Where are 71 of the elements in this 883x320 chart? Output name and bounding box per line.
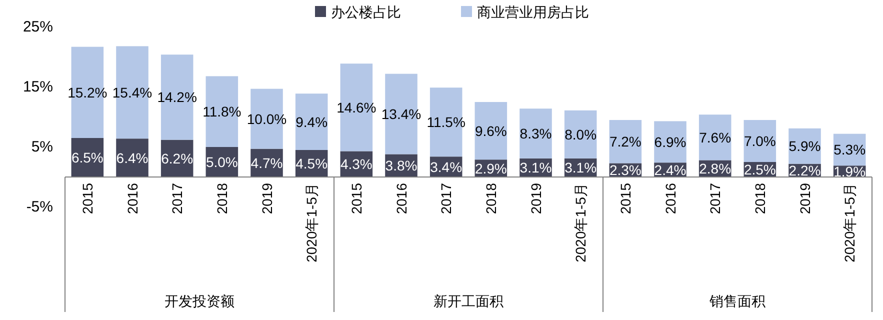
data-label: 2.4%: [654, 162, 686, 178]
data-label: 1.9%: [834, 163, 866, 180]
data-label: 4.7%: [250, 154, 283, 171]
y-tick-label: 25%: [22, 18, 53, 36]
data-label: 2.3%: [609, 162, 642, 178]
data-label: 8.3%: [520, 126, 552, 142]
data-label: 6.5%: [71, 150, 104, 166]
data-label: 7.6%: [699, 129, 732, 146]
bar: [654, 121, 686, 163]
text: 新开工面积: [434, 293, 504, 309]
x-tick-label: 2017: [169, 182, 186, 214]
data-label: 3.1%: [520, 160, 552, 176]
data-label: 11.8%: [202, 104, 242, 120]
data-label: 6.4%: [116, 150, 148, 166]
data-label: 9.4%: [296, 114, 328, 130]
data-label: 7.2%: [609, 134, 642, 150]
data-label: 3.4%: [430, 158, 462, 175]
data-label: 2.8%: [699, 160, 732, 177]
bar: [564, 110, 597, 158]
data-label: 14.6%: [336, 99, 376, 116]
x-tick-label: 2015: [79, 182, 96, 214]
data-label: 11.5%: [426, 114, 466, 130]
bar: [609, 120, 642, 164]
x-tick-label: 2018: [482, 182, 499, 214]
bar: [744, 120, 776, 162]
text: 销售面积: [708, 293, 766, 309]
y-tick-label: 15%: [22, 78, 53, 96]
x-tick-label: 2016: [393, 182, 410, 214]
data-label: 5.3%: [834, 142, 866, 158]
y-tick-label: -5%: [26, 198, 53, 216]
data-label: 8.0%: [564, 126, 597, 142]
x-tick-label: 2018: [752, 182, 768, 214]
x-tick-label: 2017: [438, 182, 454, 214]
data-label: 6.9%: [654, 134, 686, 150]
data-label: 15.2%: [68, 84, 108, 100]
data-label: 3.1%: [564, 160, 597, 176]
bar: [295, 94, 328, 150]
x-tick-label: 2018: [214, 182, 230, 214]
data-label: 4.5%: [296, 156, 328, 172]
data-label: 9.6%: [474, 122, 507, 139]
data-label: 7.0%: [744, 133, 776, 149]
data-label: 6.2%: [161, 150, 194, 166]
data-label: 2.9%: [474, 160, 507, 176]
data-label: 2.2%: [788, 162, 821, 178]
data-label: 15.4%: [112, 84, 152, 100]
bar: [520, 108, 552, 158]
legend-label: 商业营业用房占比: [477, 4, 589, 20]
data-label: 2.5%: [744, 162, 776, 178]
data-label: 3.8%: [385, 158, 418, 174]
x-tick-label: 2015: [348, 182, 364, 214]
bar: [698, 114, 732, 160]
x-tick-label: 2016: [662, 182, 678, 214]
data-label: 4.3%: [340, 156, 372, 172]
text: 开发投资额: [164, 293, 234, 309]
x-tick-label: 2020年1-5月: [572, 183, 589, 262]
y-tick-label: 5%: [31, 138, 53, 156]
x-tick-label: 2020年1-5月: [304, 183, 320, 262]
x-tick-label: 2015: [617, 182, 634, 214]
data-label: 10.0%: [246, 110, 287, 127]
data-label: 5.0%: [206, 154, 238, 170]
data-label: 14.2%: [157, 89, 197, 106]
x-tick-label: 2017: [707, 182, 724, 214]
x-tick-label: 2019: [258, 182, 275, 214]
bar: [474, 102, 508, 160]
data-label: 13.4%: [381, 106, 422, 122]
x-tick-label: 2019: [796, 182, 813, 214]
x-tick-label: 2020年1-5月: [842, 183, 858, 262]
x-tick-label: 2016: [124, 182, 140, 214]
x-tick-label: 2019: [528, 182, 544, 214]
data-label: 5.9%: [788, 138, 821, 154]
legend-label: 办公楼占比: [331, 4, 401, 20]
